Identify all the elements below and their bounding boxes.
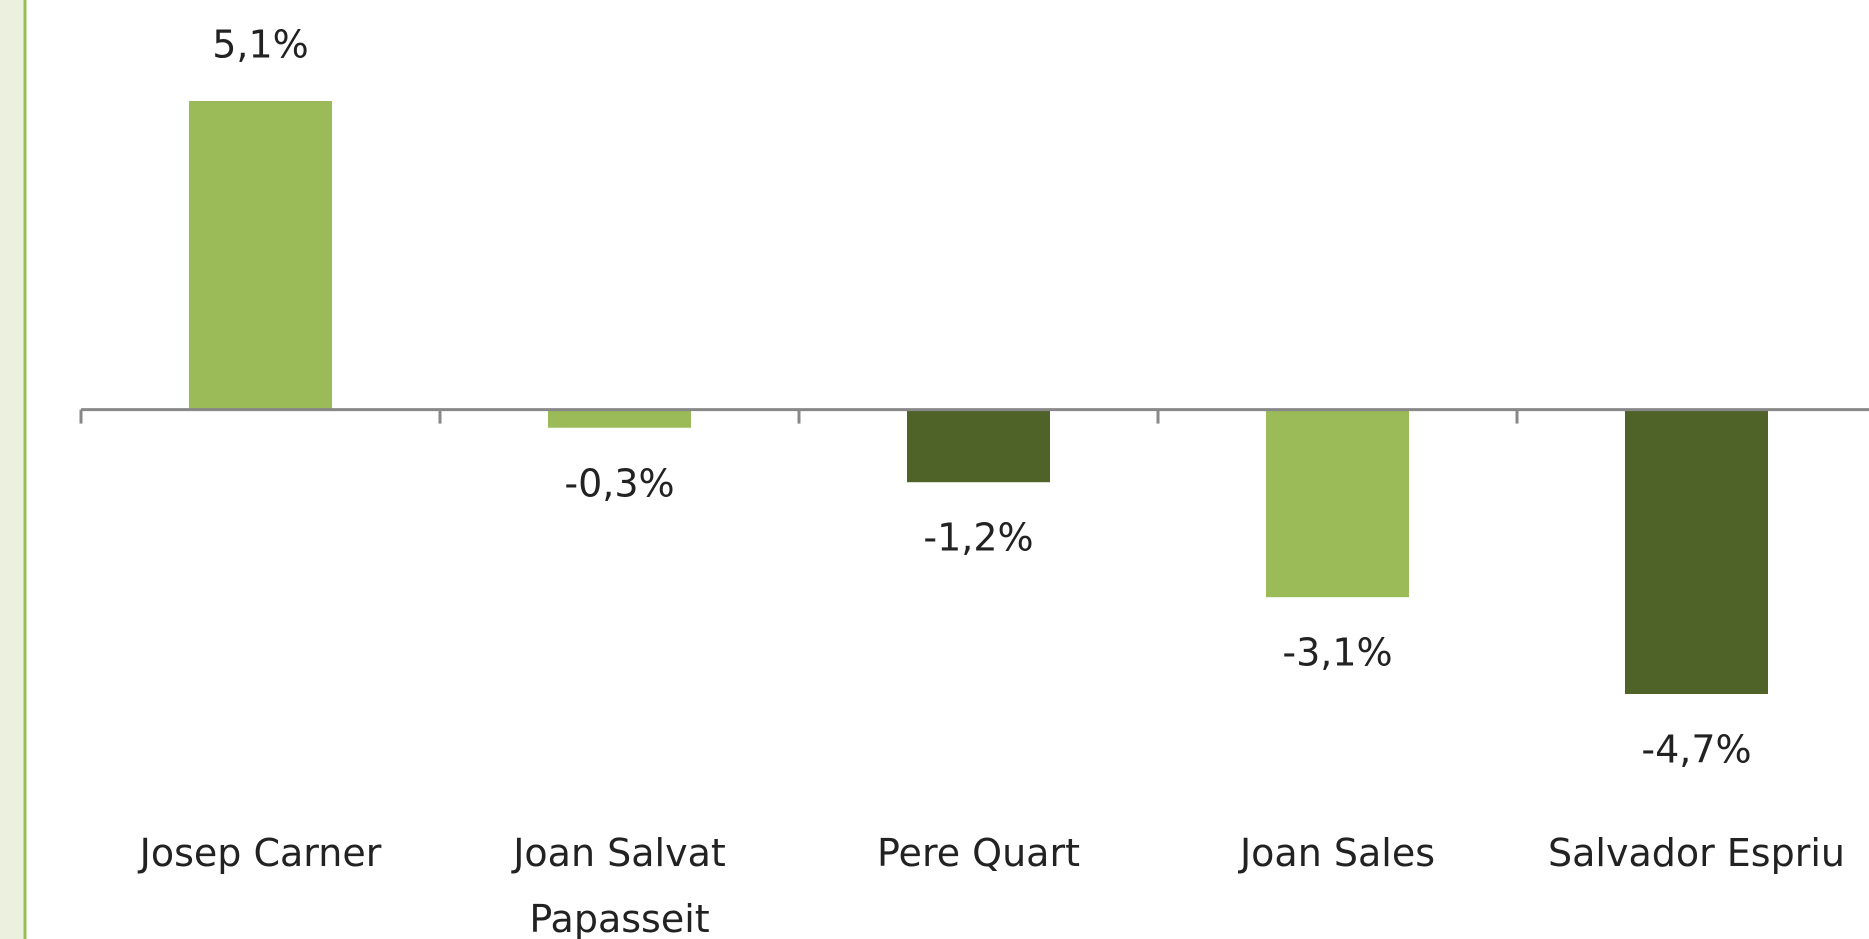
bar [1625, 409, 1768, 694]
value-label: -1,2% [923, 516, 1033, 560]
bar [1266, 409, 1409, 598]
x-tick-label: Josep Carner [139, 831, 382, 875]
side-panel [0, 0, 24, 939]
x-tick-label: Joan Salvat Papasseit [513, 831, 726, 939]
bar [907, 409, 1050, 483]
x-tick-label: Joan Sales [1239, 831, 1436, 875]
bar [548, 409, 691, 428]
x-tick-label: Pere Quart [877, 831, 1080, 875]
value-label: -0,3% [564, 461, 674, 505]
value-label: 5,1% [212, 23, 309, 67]
value-label: -3,1% [1282, 631, 1392, 675]
value-label: -4,7% [1641, 728, 1751, 772]
x-tick-label: Salvador Espriu [1547, 831, 1845, 875]
bar [189, 101, 332, 410]
